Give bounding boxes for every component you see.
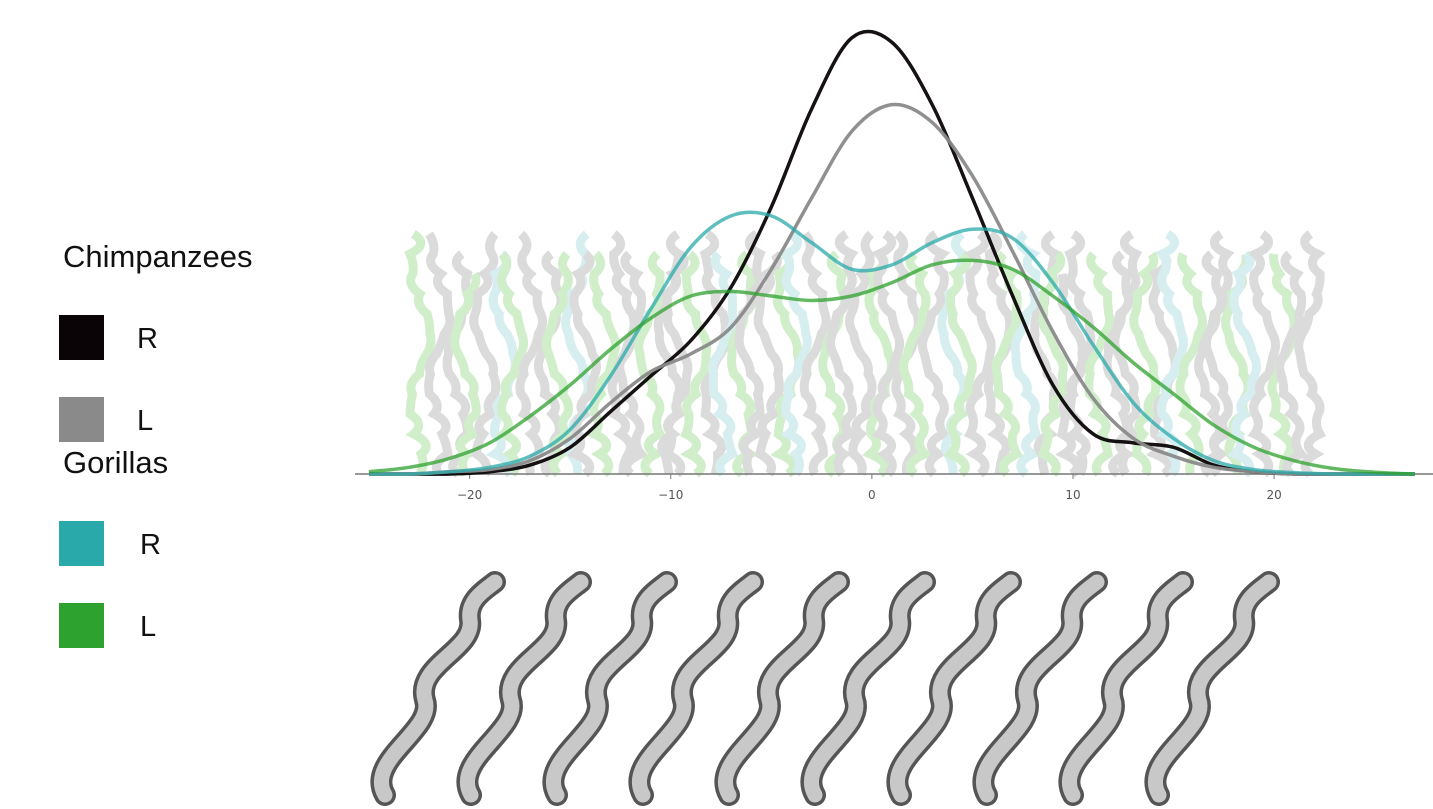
bg-shape [1247,230,1280,478]
legend-swatch [59,521,104,566]
x-tick-label: −20 [457,488,482,502]
bg-shape [1084,251,1115,477]
bg-shape [918,230,951,478]
tube [976,574,1105,803]
bg-shape [937,230,969,475]
density-curve [369,210,1415,476]
bg-shape [1267,253,1299,475]
bg-shape [1227,250,1261,478]
bg-shape [861,250,896,478]
tube [546,574,675,803]
bg-shape [734,230,766,477]
bg-shape [753,251,784,477]
x-tick-label: 20 [1266,488,1281,502]
bg-shape [1155,230,1188,477]
bg-shape [469,231,501,477]
bg-shape [1064,230,1096,477]
bg-shape [699,230,730,476]
bg-shape [1129,251,1161,477]
bg-shape [826,230,859,477]
bg-shape [770,250,804,478]
bg-shape [404,230,436,477]
bg-shape [534,250,569,478]
sulcus-renderings [370,571,1280,806]
bg-shape [1221,252,1253,476]
background-shapes [404,230,1327,478]
bg-shape [1110,230,1143,477]
bg-shape [779,230,812,477]
legend-swatch [59,397,104,442]
legend-group-title: Chimpanzees [63,239,253,274]
bg-shape [496,251,529,477]
legend-label: R [137,323,158,355]
tube [460,574,589,803]
legend-swatch [59,315,104,360]
x-tick-label: 0 [868,488,876,502]
tube [1062,574,1191,803]
bg-shape [845,230,877,476]
bg-shape [1194,250,1229,478]
plot: −20 −10 0 10 20 [355,29,1433,502]
bg-shape [660,250,693,478]
tube [374,574,503,803]
legend-label: L [137,405,153,437]
bg-shape [1145,250,1180,478]
tube [1148,574,1277,803]
tube [632,574,761,803]
bg-shape [1275,250,1309,478]
density-curve [369,102,1415,476]
bg-shape [442,250,476,478]
bg-shape [485,250,520,478]
legend-swatch [59,603,104,648]
bg-shape [1030,230,1061,476]
tube [890,574,1019,803]
bg-shape [1175,251,1207,476]
x-tick-label: 10 [1065,488,1080,502]
bg-shape [424,231,455,477]
legend-group-title: Gorillas [63,445,168,480]
bg-shape [680,250,712,478]
legend-label: R [140,529,161,561]
bg-shape [450,271,482,477]
x-tick-label: −10 [658,488,683,502]
density-curve [368,258,1415,476]
legend: Chimpanzees R L Gorillas R L [59,239,253,648]
bg-shape [991,250,1024,478]
legend-label: L [140,611,156,643]
bg-shape [871,230,905,478]
bg-shape [818,250,853,478]
bg-shape [515,230,547,476]
bg-shape [891,230,923,476]
bg-shape [963,230,996,478]
bg-shape [943,250,977,478]
bg-shape [1055,273,1087,478]
bg-shape [899,250,933,478]
tube [718,574,847,803]
tube-outline [1144,571,1280,806]
bg-shape [634,250,667,478]
bg-shape [1294,230,1327,478]
tube [804,574,933,803]
bg-shape [587,250,620,478]
bg-shape [1010,230,1042,478]
bg-shape [983,230,1015,475]
bg-shape [799,231,831,477]
